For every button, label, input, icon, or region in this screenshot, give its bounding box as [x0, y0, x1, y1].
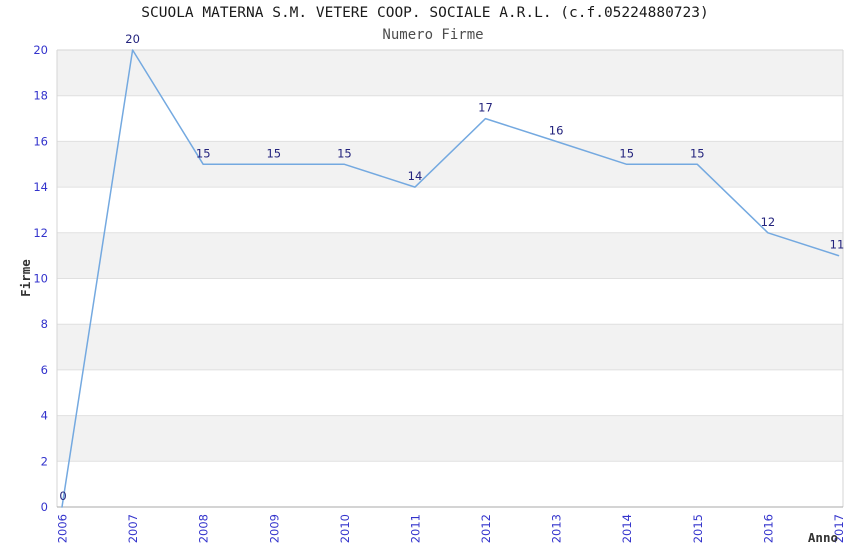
x-tick-label: 2006 [56, 514, 70, 543]
y-axis-tick-labels: 0 2 4 6 8 10 12 14 16 18 20 [33, 43, 48, 514]
y-tick-label: 4 [41, 409, 48, 423]
data-point-label: 15 [337, 146, 352, 160]
data-point-label: 15 [619, 146, 634, 160]
chart-title: SCUOLA MATERNA S.M. VETERE COOP. SOCIALE… [141, 5, 709, 21]
data-point-label: 14 [408, 169, 423, 183]
data-point-label: 12 [761, 215, 776, 229]
data-point-label: 15 [196, 146, 211, 160]
x-tick-label: 2009 [267, 514, 281, 543]
x-tick-label: 2008 [197, 514, 211, 543]
series-line [61, 49, 840, 508]
x-axis-title: Anno [808, 530, 838, 545]
x-tick-label: 2017 [832, 514, 846, 543]
data-point-label: 11 [830, 238, 845, 252]
y-tick-label: 2 [41, 454, 48, 468]
band [57, 141, 843, 188]
x-tick-label: 2011 [409, 514, 423, 543]
band [57, 324, 843, 370]
y-tick-label: 20 [33, 43, 48, 57]
data-point-label: 0 [59, 489, 66, 503]
plot-bands [57, 50, 843, 462]
x-tick-label: 2015 [691, 514, 705, 543]
x-axis-tick-labels: 2006 2007 2008 2009 2010 2011 2012 2013 2014 2015… [56, 514, 847, 543]
data-point-label: 20 [125, 32, 140, 46]
plot-border [56, 49, 844, 508]
y-tick-label: 18 [33, 89, 48, 103]
x-tick-label: 2016 [761, 514, 775, 543]
y-tick-label: 8 [41, 317, 48, 331]
y-tick-label: 16 [33, 134, 48, 148]
band [57, 232, 843, 279]
y-tick-label: 10 [33, 272, 48, 286]
x-tick-label: 2012 [479, 514, 493, 543]
line-series [61, 49, 840, 508]
x-tick-label: 2007 [126, 514, 140, 543]
data-point-label: 15 [266, 146, 281, 160]
data-point-label: 15 [690, 146, 705, 160]
y-tick-label: 6 [41, 363, 48, 377]
band [57, 415, 843, 462]
data-point-label: 17 [478, 101, 493, 115]
x-tick-label: 2013 [550, 514, 564, 543]
x-tick-label: 2010 [338, 514, 352, 543]
x-tick-label: 2014 [620, 514, 634, 543]
data-labels: 0 20 15 15 15 14 17 16 15 15 12 11 [59, 32, 844, 503]
y-tick-label: 14 [33, 180, 48, 194]
axis-titles: Firme Anno [18, 259, 838, 545]
data-point-label: 16 [549, 123, 564, 137]
y-tick-label: 0 [41, 500, 48, 514]
y-tick-label: 12 [33, 226, 48, 240]
chart-subtitle: Numero Firme [382, 27, 484, 43]
band [57, 50, 843, 96]
y-axis-title: Firme [18, 259, 33, 297]
